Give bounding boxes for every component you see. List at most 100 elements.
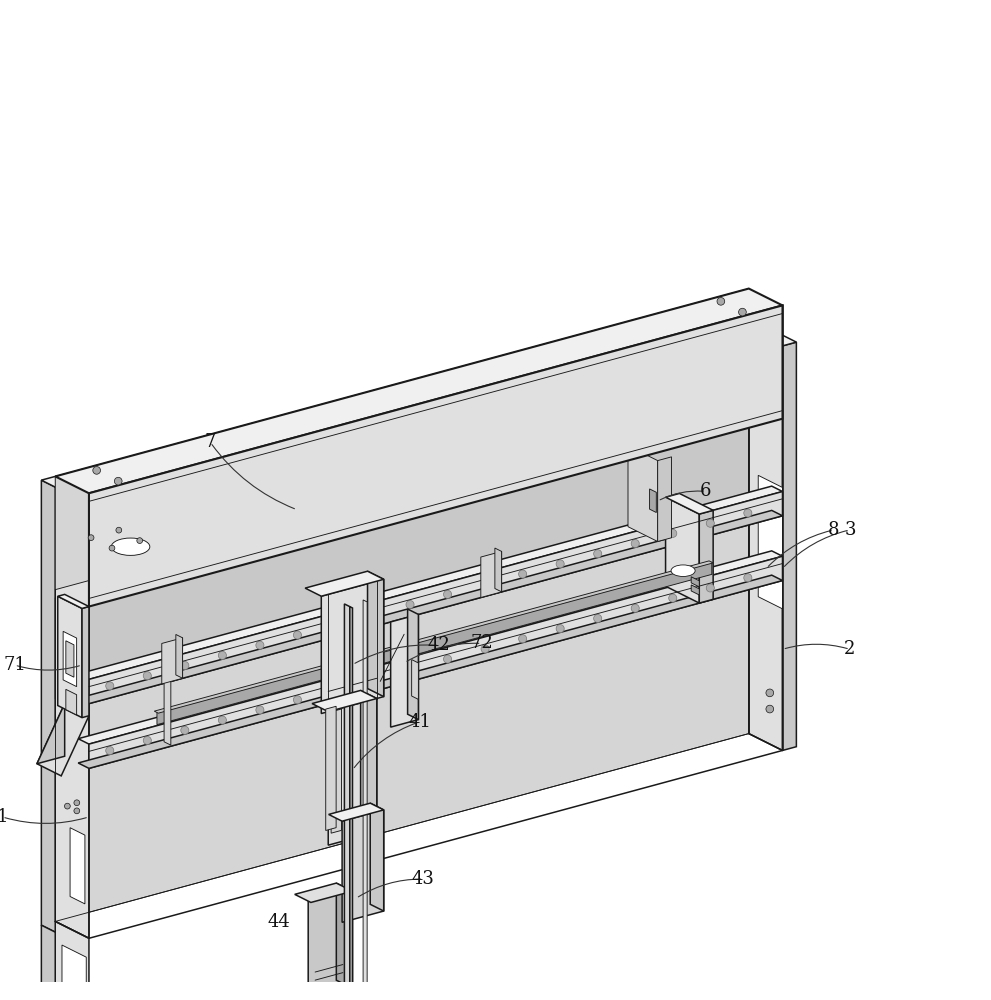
Ellipse shape [671,565,695,576]
Text: 8: 8 [828,521,839,539]
Polygon shape [78,575,783,768]
Polygon shape [62,945,86,1000]
Circle shape [74,800,79,806]
Circle shape [144,672,152,680]
Polygon shape [331,709,342,833]
Polygon shape [495,548,501,592]
Circle shape [707,584,715,592]
Circle shape [717,297,724,305]
Circle shape [180,661,189,670]
Polygon shape [294,883,353,902]
Text: 42: 42 [428,636,451,654]
Polygon shape [82,607,89,718]
Circle shape [116,527,122,533]
Polygon shape [758,475,783,609]
Circle shape [74,808,79,814]
Circle shape [218,651,226,659]
Text: 2: 2 [844,640,855,658]
Polygon shape [55,289,783,493]
Polygon shape [65,689,76,715]
Circle shape [256,706,264,714]
Polygon shape [78,486,783,679]
Circle shape [88,535,94,541]
Polygon shape [89,305,783,607]
Circle shape [63,487,69,493]
Polygon shape [55,402,749,921]
Polygon shape [658,457,672,542]
Polygon shape [328,699,377,845]
Polygon shape [336,883,353,988]
Circle shape [106,682,114,690]
Polygon shape [481,551,501,598]
Circle shape [744,574,752,582]
Circle shape [218,716,226,724]
Circle shape [331,686,339,694]
Circle shape [594,550,602,558]
Polygon shape [783,342,797,750]
Circle shape [106,747,114,755]
Circle shape [766,705,774,713]
Polygon shape [371,803,384,911]
Ellipse shape [111,538,150,555]
Polygon shape [57,594,89,608]
Text: 6: 6 [700,482,712,500]
Circle shape [78,494,84,500]
Polygon shape [628,446,658,542]
Polygon shape [308,890,350,998]
Polygon shape [78,510,783,704]
Polygon shape [57,596,82,718]
Polygon shape [89,556,783,768]
Text: 43: 43 [412,870,435,888]
Polygon shape [165,653,170,745]
Polygon shape [700,510,714,603]
Polygon shape [63,631,76,687]
Polygon shape [691,577,700,587]
Polygon shape [361,690,377,832]
Text: 7: 7 [204,433,216,451]
Polygon shape [363,600,367,1000]
Polygon shape [42,925,75,1000]
Circle shape [556,560,564,568]
Circle shape [64,803,70,809]
Polygon shape [666,493,714,514]
Circle shape [93,467,100,474]
Circle shape [293,696,301,704]
Polygon shape [342,810,384,922]
Polygon shape [691,585,700,595]
Text: 1: 1 [0,808,8,826]
Circle shape [114,477,122,485]
Circle shape [444,590,452,598]
Circle shape [744,509,752,517]
Text: 71: 71 [3,656,26,674]
Polygon shape [411,660,418,699]
Circle shape [481,645,490,653]
Circle shape [669,529,677,537]
Polygon shape [749,325,797,346]
Polygon shape [368,571,384,697]
Circle shape [256,641,264,649]
Polygon shape [42,476,89,497]
Polygon shape [65,641,74,677]
Circle shape [594,614,602,622]
Polygon shape [649,489,656,513]
Circle shape [369,611,377,619]
Circle shape [669,594,677,602]
Polygon shape [42,480,75,942]
Polygon shape [749,325,763,734]
Circle shape [556,625,564,633]
Circle shape [369,675,377,683]
Circle shape [180,726,189,734]
Text: 3: 3 [844,521,855,539]
Circle shape [518,635,526,643]
Text: 72: 72 [470,634,493,652]
Circle shape [518,570,526,578]
Circle shape [631,540,639,548]
Circle shape [481,580,490,588]
Polygon shape [55,289,749,590]
Circle shape [109,545,115,551]
Polygon shape [162,638,182,684]
Circle shape [738,308,746,316]
Circle shape [766,365,774,373]
Polygon shape [155,561,714,713]
Circle shape [707,519,715,527]
